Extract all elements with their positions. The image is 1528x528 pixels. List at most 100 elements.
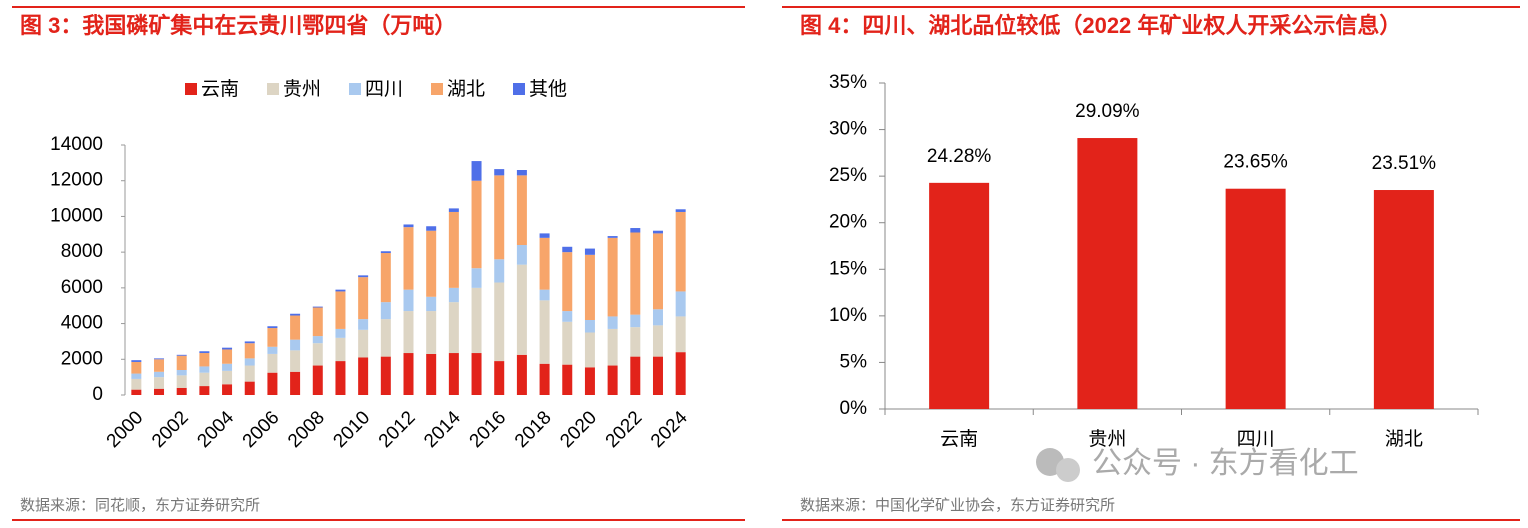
x-tick-label: 2016 [466, 407, 511, 452]
bar-segment [290, 350, 301, 372]
bar-segment [448, 211, 459, 288]
bar-segment [131, 361, 142, 374]
chart-title: 图 3：我国磷矿集中在云贵川鄂四省（万吨） [20, 13, 456, 38]
bar-segment [426, 353, 437, 395]
bar-segment [267, 328, 278, 347]
bar-segment [539, 363, 550, 395]
bar-segment [584, 332, 595, 368]
bar-segment [539, 237, 550, 290]
bar-segment [199, 353, 210, 367]
bar [1225, 188, 1286, 409]
bar-segment [448, 287, 459, 303]
y-tick-label: 0% [840, 398, 868, 419]
bar-segment [516, 354, 527, 395]
bar-segment [516, 264, 527, 355]
legend-label: 四川 [365, 79, 403, 100]
bar-segment [358, 319, 369, 330]
legend-swatch [267, 83, 279, 95]
bar-segment [562, 321, 573, 365]
bar-segment [562, 246, 573, 253]
bar-segment [494, 361, 505, 395]
bar-segment [652, 325, 663, 357]
bar-segment [290, 313, 301, 316]
bar-segment [335, 361, 346, 395]
bar-segment [244, 341, 255, 344]
bar-segment [675, 316, 686, 353]
bar-segment [562, 311, 573, 322]
bar-segment [380, 356, 391, 395]
bar-segment [176, 370, 187, 376]
bar-segment [312, 365, 323, 395]
legend-swatch [185, 83, 197, 95]
bar-segment [335, 289, 346, 292]
bar-segment [335, 337, 346, 362]
bar-segment [494, 282, 505, 362]
bar-segment [630, 232, 641, 315]
bar-segment [607, 328, 618, 366]
bar-segment [607, 365, 618, 395]
bar-segment [539, 300, 550, 364]
bar-segment [222, 370, 233, 385]
bar-segment [358, 277, 369, 320]
bar-segment [448, 353, 459, 395]
bar-segment [448, 208, 459, 212]
bar [1077, 138, 1138, 409]
y-tick-label: 14000 [50, 134, 103, 155]
watermark: 公众号 · 东方看化工 [1092, 447, 1359, 480]
bar-segment [403, 311, 414, 354]
bar [929, 182, 990, 409]
bar-segment [312, 306, 323, 308]
bar-segment [222, 363, 233, 371]
data-label: 23.51% [1372, 153, 1437, 174]
x-tick-label: 2012 [375, 407, 420, 452]
bar-segment [244, 358, 255, 366]
legend-swatch [431, 83, 443, 95]
bar-segment [494, 259, 505, 283]
x-tick-label: 2020 [556, 407, 601, 452]
bar-segment [584, 248, 595, 255]
y-tick-label: 8000 [61, 241, 103, 262]
x-tick-label: 2004 [193, 407, 238, 452]
bar-segment [290, 339, 301, 351]
bar-segment [448, 302, 459, 354]
legend-swatch [513, 83, 525, 95]
x-tick-label: 2018 [511, 407, 556, 452]
bar-segment [426, 296, 437, 312]
bar-segment [607, 236, 618, 238]
bar-segment [290, 315, 301, 340]
y-tick-label: 15% [829, 258, 867, 279]
bar-segment [131, 389, 142, 395]
bar-segment [516, 170, 527, 176]
bar-segment [403, 227, 414, 290]
bar-segment [675, 209, 686, 212]
bar-segment [176, 375, 187, 388]
y-tick-label: 35% [829, 72, 867, 93]
bar-segment [154, 371, 165, 378]
source: 数据来源：中国化学矿业协会，东方证券研究所 [800, 497, 1115, 514]
bar-segment [675, 291, 686, 317]
bar-segment [222, 349, 233, 364]
bar-segment [154, 359, 165, 372]
bar-segment [335, 328, 346, 338]
y-tick-label: 2000 [61, 348, 103, 369]
bar-segment [494, 169, 505, 176]
bar-segment [154, 377, 165, 389]
bar-segment [380, 319, 391, 357]
legend-label: 其他 [529, 78, 567, 100]
bar-segment [358, 357, 369, 395]
legend-label: 贵州 [283, 78, 321, 100]
y-tick-label: 20% [829, 212, 867, 233]
x-tick-label: 2000 [103, 407, 148, 452]
y-tick-label: 0 [92, 384, 103, 405]
x-tick-label: 四川 [1237, 429, 1275, 450]
bar-segment [675, 211, 686, 292]
bar-segment [403, 289, 414, 312]
bar-segment [244, 343, 255, 359]
bar-segment [471, 161, 482, 181]
x-tick-label: 湖北 [1385, 428, 1423, 450]
bar-segment [516, 175, 527, 245]
bar-segment [607, 316, 618, 329]
bar-segment [607, 237, 618, 317]
y-tick-label: 4000 [61, 313, 103, 334]
